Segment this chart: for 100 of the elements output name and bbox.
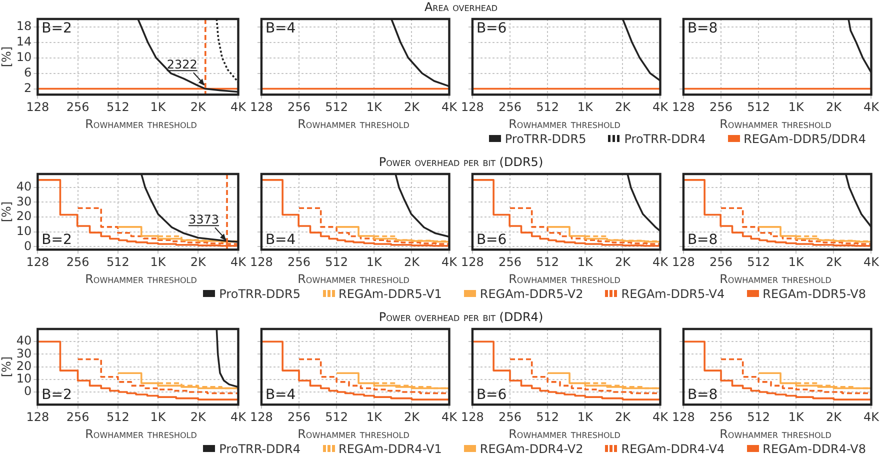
x-tick-label: 2K bbox=[404, 410, 421, 424]
x-tick-label: 4K bbox=[230, 410, 248, 424]
y-tick-label: 14 bbox=[16, 34, 32, 48]
annotation: B=2 bbox=[42, 20, 72, 37]
x-axis-title: Rowhammer threshold bbox=[296, 117, 410, 131]
legend-label: REGAm-DDR4-V8 bbox=[762, 442, 866, 456]
annotation: B=6 bbox=[476, 20, 507, 37]
x-tick-label: 1K bbox=[150, 100, 167, 114]
x-tick-label: 128 bbox=[250, 254, 273, 269]
x-tick-label: 4K bbox=[652, 100, 670, 114]
legend-label: ProTRR-DDR4 bbox=[624, 132, 706, 146]
annotation: B=8 bbox=[687, 232, 718, 248]
y-axis-title: [%] bbox=[0, 46, 14, 68]
x-tick-label: 4K bbox=[652, 254, 670, 269]
y-tick-label: 20 bbox=[16, 209, 32, 224]
annotation: B=2 bbox=[42, 232, 72, 248]
x-tick-label: 512 bbox=[325, 254, 348, 269]
x-tick-label: 256 bbox=[710, 100, 732, 114]
x-tick-label: 128 bbox=[250, 100, 273, 114]
x-tick-label: 256 bbox=[288, 254, 310, 269]
legend-label: REGAm-DDR4-V2 bbox=[480, 442, 584, 456]
x-tick-label: 512 bbox=[536, 100, 560, 114]
x-axis-title: Rowhammer threshold bbox=[84, 117, 198, 131]
x-tick-label: 256 bbox=[498, 410, 522, 424]
x-axis-title: Rowhammer threshold bbox=[296, 272, 410, 286]
y-tick-label: 30 bbox=[16, 346, 32, 360]
x-tick-label: 128 bbox=[672, 410, 695, 424]
x-tick-label: 512 bbox=[747, 410, 770, 424]
legend-label: REGAm-DDR4-V4 bbox=[621, 442, 725, 456]
x-tick-label: 1K bbox=[788, 254, 806, 269]
x-tick-label: 1K bbox=[150, 254, 167, 269]
x-tick-label: 128 bbox=[461, 410, 484, 424]
x-axis-title: Rowhammer threshold bbox=[84, 272, 198, 286]
annotation: B=4 bbox=[265, 232, 296, 248]
y-tick-label: 10 bbox=[16, 372, 32, 386]
x-axis-title: Rowhammer threshold bbox=[508, 117, 622, 131]
x-tick-label: 512 bbox=[325, 410, 348, 424]
x-tick-label: 1K bbox=[788, 410, 806, 424]
x-tick-label: 4K bbox=[863, 410, 880, 424]
annotation: B=4 bbox=[265, 387, 296, 404]
x-tick-label: 256 bbox=[710, 410, 732, 424]
x-tick-label: 1K bbox=[577, 254, 594, 269]
x-axis-title: Rowhammer threshold bbox=[296, 427, 410, 441]
y-tick-label: 10 bbox=[16, 224, 32, 238]
x-tick-label: 256 bbox=[66, 254, 90, 269]
x-tick-label: 4K bbox=[230, 100, 248, 114]
x-tick-label: 128 bbox=[250, 410, 273, 424]
x-tick-label: 1K bbox=[577, 410, 594, 424]
x-tick-label: 128 bbox=[26, 254, 50, 269]
x-tick-label: 512 bbox=[106, 254, 130, 269]
legend-label: ProTRR-DDR5 bbox=[219, 286, 300, 300]
annotation: B=4 bbox=[265, 20, 296, 37]
x-tick-label: 4K bbox=[441, 254, 458, 269]
x-tick-label: 256 bbox=[66, 100, 90, 114]
x-tick-label: 2K bbox=[404, 100, 421, 114]
y-tick-label: 0 bbox=[24, 238, 32, 253]
x-tick-label: 2K bbox=[190, 100, 208, 114]
y-tick-label: 0 bbox=[24, 384, 32, 398]
x-tick-label: 2K bbox=[404, 254, 421, 269]
x-tick-label: 128 bbox=[672, 254, 695, 269]
x-tick-label: 128 bbox=[461, 254, 484, 269]
ref-line-label: 3373 bbox=[188, 212, 220, 227]
x-tick-label: 4K bbox=[230, 254, 248, 269]
x-tick-label: 256 bbox=[498, 254, 522, 269]
x-tick-label: 1K bbox=[150, 410, 167, 424]
x-tick-label: 2K bbox=[826, 410, 843, 424]
legend-label: REGAm-DDR5-V4 bbox=[621, 286, 725, 300]
x-tick-label: 256 bbox=[66, 410, 90, 424]
x-tick-label: 1K bbox=[788, 100, 806, 114]
y-tick-label: 2 bbox=[24, 80, 32, 95]
x-tick-label: 2K bbox=[614, 410, 632, 424]
x-tick-label: 512 bbox=[536, 410, 560, 424]
x-axis-title: Rowhammer threshold bbox=[84, 427, 198, 441]
y-tick-label: 40 bbox=[16, 334, 32, 348]
legend-label: REGAm-DDR4-V1 bbox=[338, 442, 442, 456]
x-tick-label: 1K bbox=[577, 100, 594, 114]
x-tick-label: 512 bbox=[106, 100, 130, 114]
x-tick-label: 2K bbox=[826, 254, 843, 269]
x-tick-label: 1K bbox=[366, 410, 384, 424]
y-axis-title: [%] bbox=[0, 201, 14, 222]
legend-label: REGAm-DDR5-V1 bbox=[338, 286, 442, 300]
chart-title: Power overhead per bit (DDR4) bbox=[378, 310, 544, 325]
x-axis-title: Rowhammer threshold bbox=[508, 427, 622, 441]
x-tick-label: 128 bbox=[26, 100, 50, 114]
y-tick-label: 6 bbox=[24, 65, 32, 80]
annotation: B=8 bbox=[687, 20, 718, 37]
legend-label: REGAm-DDR5/DDR4 bbox=[744, 132, 866, 146]
x-tick-label: 2K bbox=[614, 254, 632, 269]
x-tick-label: 256 bbox=[288, 410, 310, 424]
x-tick-label: 512 bbox=[106, 410, 130, 424]
legend-label: ProTRR-DDR5 bbox=[504, 132, 586, 146]
y-tick-label: 30 bbox=[16, 194, 32, 208]
x-tick-label: 4K bbox=[441, 100, 458, 114]
x-axis-title: Rowhammer threshold bbox=[718, 427, 832, 441]
chart-title: Area overhead bbox=[423, 0, 499, 15]
x-tick-label: 2K bbox=[190, 410, 208, 424]
x-axis-title: Rowhammer threshold bbox=[508, 272, 622, 286]
y-tick-label: 10 bbox=[16, 50, 32, 64]
annotation: B=6 bbox=[476, 387, 507, 404]
x-tick-label: 128 bbox=[461, 100, 484, 114]
